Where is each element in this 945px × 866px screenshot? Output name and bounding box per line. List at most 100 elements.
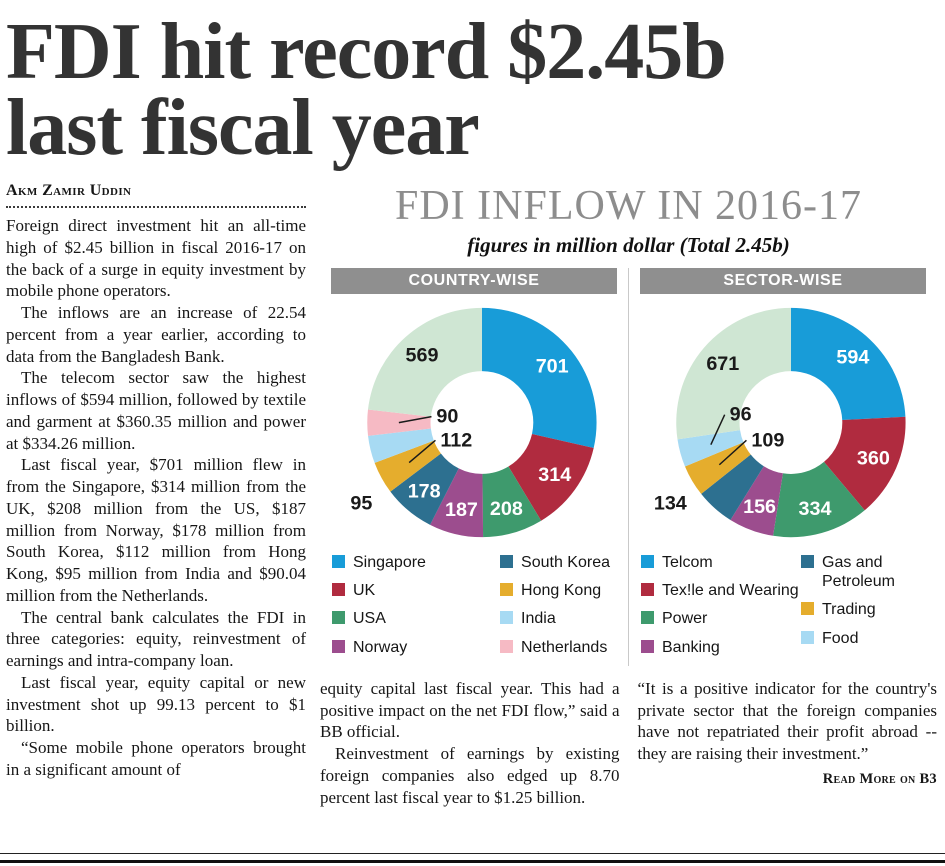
article-paragraph: equity capital last fiscal year. This ha… [320, 678, 620, 742]
legend-column: Telcom Tex!le and Wearing Power Banking [641, 553, 799, 666]
legend-item-netherlands: Netherlands [500, 638, 610, 657]
slice-value-singapore: 701 [536, 355, 569, 377]
article-right-column: “It is a positive indicator for the coun… [638, 678, 938, 809]
headline-line2: last fiscal year [6, 84, 480, 172]
article-lower-columns: equity capital last fiscal year. This ha… [320, 678, 937, 809]
legend-label: Singapore [353, 554, 426, 571]
legend-item-power: Power [641, 609, 799, 628]
slice-south-korea [390, 453, 459, 525]
legend-label: Telcom [662, 554, 713, 571]
legend-swatch-icon [500, 611, 514, 625]
article-paragraph: The central bank calculates the FDI in t… [6, 607, 306, 671]
chart-panel-country: COUNTRY-WISE 701 314 208 187 178 112 95 90 569 S… [320, 268, 628, 666]
slice-value-others: 671 [706, 353, 739, 375]
sector-donut-chart: 594 360 334 156 134 109 96 671 [654, 307, 906, 538]
slice-telcom [790, 307, 906, 420]
slice-value-hong-kong: 112 [440, 429, 472, 451]
legend-swatch-icon [641, 555, 654, 568]
legend-item-singapore: Singapore [332, 553, 426, 572]
legend-item-tex-le-and-wearing: Tex!le and Wearing [641, 581, 799, 600]
article-paragraph: The inflows are an increase of 22.54 per… [6, 303, 306, 366]
chart-header-sector: SECTOR-WISE [639, 268, 927, 294]
legend-label: Power [662, 610, 708, 628]
legend-item-food: Food [801, 629, 919, 648]
legend-swatch-icon [801, 555, 814, 568]
article-paragraph: “It is a positive indicator for the coun… [637, 678, 938, 763]
slice-hong-kong [374, 440, 441, 492]
content-row: Akm Zamir Uddin Foreign direct investmen… [6, 182, 937, 808]
slice-value-food: 96 [730, 404, 752, 426]
slice-value-telcom: 594 [836, 346, 869, 368]
legend-label: Food [822, 629, 859, 647]
slice-value-uk: 314 [538, 464, 571, 486]
legend-column: Gas and Petroleum Trading Food [801, 553, 919, 666]
slice-value-banking: 156 [743, 496, 776, 518]
slice-uk [508, 433, 594, 521]
legend-item-banking: Banking [641, 638, 799, 657]
slice-singapore [481, 307, 597, 449]
chart-panel-sector: SECTOR-WISE 594 360 334 156 134 109 96 671 Telc… [628, 268, 937, 666]
legend-label: Norway [353, 638, 408, 656]
article-paragraph: “Some mobile phone operators brought in … [6, 738, 306, 779]
legend-swatch-icon [801, 602, 814, 616]
slice-value-trading: 109 [751, 429, 784, 451]
slice-others [367, 307, 482, 417]
article-paragraph: Last fiscal year, $701 million flew in f… [6, 455, 306, 605]
legend-column: South Korea Hong Kong India Netherlands [500, 553, 610, 666]
headline-line1: FDI hit record $2.45b [6, 8, 727, 96]
slice-india [368, 428, 434, 463]
infographic-subtitle: figures in million dollar (Total 2.45b) [467, 233, 790, 257]
slice-others [676, 307, 791, 440]
article-middle-column: equity capital last fiscal year. This ha… [320, 678, 620, 809]
charts-row: COUNTRY-WISE 701 314 208 187 178 112 95 90 569 S… [320, 268, 937, 666]
legend-item-norway: Norway [332, 638, 426, 657]
legend-column: Singapore UK USA Norway [332, 553, 426, 666]
leader-line [408, 439, 436, 464]
legend-label: Gas and Petroleum [822, 554, 895, 591]
legend-label: Banking [662, 638, 720, 656]
slice-value-power: 334 [799, 498, 832, 520]
legend-label: Netherlands [521, 638, 608, 656]
headline: FDI hit record $2.45b last fiscal year [6, 12, 937, 168]
legend-item-trading: Trading [801, 600, 919, 619]
slice-value-tex-le-and-wearing: 360 [857, 448, 890, 470]
slice-usa [482, 466, 542, 538]
legend-label: USA [353, 610, 386, 628]
legend-item-uk: UK [332, 581, 426, 600]
bottom-rule [0, 853, 945, 863]
legend-swatch-icon [332, 583, 345, 597]
legend-swatch-icon [332, 555, 345, 568]
legend-swatch-icon [801, 630, 814, 644]
legend-item-india: India [500, 609, 610, 628]
slice-tex-le-and-wearing [823, 416, 906, 511]
slice-banking [730, 466, 783, 536]
article-paragraph: Foreign direct investment hit an all-tim… [6, 216, 306, 301]
country-legend: Singapore UK USA Norway South Korea Hong Kong… [320, 553, 628, 666]
legend-item-gas-and-petroleum: Gas and Petroleum [801, 553, 919, 591]
slice-value-south-korea: 178 [408, 481, 441, 503]
article-paragraph: Reinvestment of earnings by existing for… [320, 744, 620, 807]
slice-value-usa: 208 [490, 498, 523, 520]
legend-label: Trading [822, 601, 876, 619]
slice-gas-and-petroleum [701, 454, 764, 520]
read-more-label: Read More on B3 [822, 770, 937, 787]
article-paragraph: Last fiscal year, equity capital or new … [6, 672, 306, 736]
article-paragraph: The telecom sector saw the highest inflo… [6, 368, 306, 453]
legend-label: Tex!le and Wearing [662, 582, 799, 600]
slice-value-gas-and-petroleum: 134 [654, 493, 687, 515]
legend-item-hong-kong: Hong Kong [500, 581, 610, 600]
slice-value-netherlands: 90 [436, 406, 458, 428]
slice-value-india: 95 [350, 493, 372, 515]
slice-value-others: 569 [406, 344, 439, 366]
byline: Akm Zamir Uddin [6, 182, 132, 199]
infographic-title: FDI INFLOW IN 2016-17 [394, 183, 863, 229]
sector-legend: Telcom Tex!le and Wearing Power Banking Gas … [629, 553, 937, 666]
legend-label: Hong Kong [521, 582, 602, 600]
legend-swatch-icon [332, 639, 345, 653]
dotted-divider [6, 204, 306, 208]
legend-swatch-icon [641, 583, 654, 597]
slice-trading [684, 442, 751, 494]
slice-norway [430, 468, 484, 538]
